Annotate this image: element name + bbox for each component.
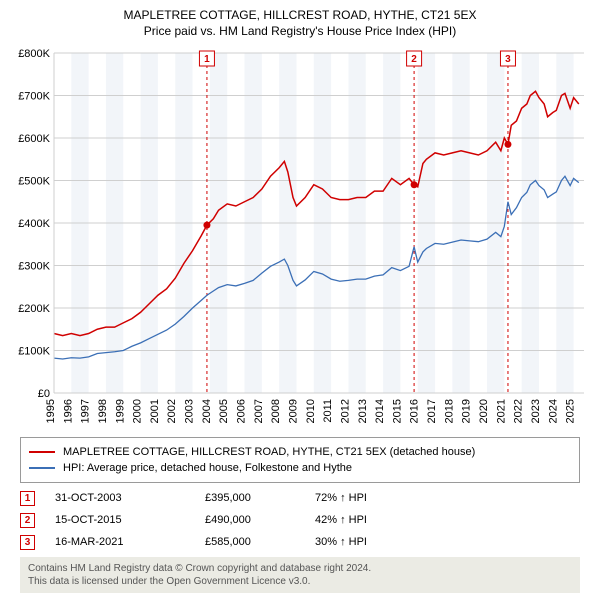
marker-date: 31-OCT-2003 <box>55 492 205 504</box>
svg-text:£600K: £600K <box>18 133 50 145</box>
svg-text:2009: 2009 <box>287 399 299 423</box>
marker-number-box: 1 <box>20 491 35 506</box>
svg-text:£400K: £400K <box>18 218 50 230</box>
svg-text:2025: 2025 <box>565 399 577 423</box>
marker-pct: 42% ↑ HPI <box>315 514 580 526</box>
chart-svg: £0 £100K £200K £300K £400K £500K £600K £700K £80… <box>10 45 590 431</box>
marker-pct: 72% ↑ HPI <box>315 492 580 504</box>
svg-text:£800K: £800K <box>18 48 50 60</box>
svg-text:£0: £0 <box>38 388 50 400</box>
legend-label: HPI: Average price, detached house, Folk… <box>63 462 352 474</box>
svg-text:2006: 2006 <box>236 399 248 423</box>
svg-text:1997: 1997 <box>80 399 92 423</box>
svg-text:2001: 2001 <box>149 399 161 423</box>
svg-text:2022: 2022 <box>513 399 525 423</box>
marker-row: 3 16-MAR-2021£585,00030% ↑ HPI <box>20 531 580 553</box>
svg-text:2012: 2012 <box>339 399 351 423</box>
attribution-footer: Contains HM Land Registry data © Crown c… <box>20 557 580 593</box>
marker-number-box: 2 <box>20 513 35 528</box>
footer-line-2: This data is licensed under the Open Gov… <box>28 575 572 588</box>
legend: MAPLETREE COTTAGE, HILLCREST ROAD, HYTHE… <box>20 437 580 483</box>
svg-text:2018: 2018 <box>443 399 455 423</box>
svg-text:1998: 1998 <box>97 399 109 423</box>
svg-text:£200K: £200K <box>18 303 50 315</box>
chart-subtitle: Price paid vs. HM Land Registry's House … <box>10 24 590 40</box>
svg-text:2005: 2005 <box>218 399 230 423</box>
svg-text:2019: 2019 <box>461 399 473 423</box>
svg-text:2000: 2000 <box>132 399 144 423</box>
svg-text:2015: 2015 <box>391 399 403 423</box>
legend-swatch <box>29 451 55 453</box>
svg-text:2020: 2020 <box>478 399 490 423</box>
svg-text:1996: 1996 <box>62 399 74 423</box>
svg-text:2008: 2008 <box>270 399 282 423</box>
legend-item: MAPLETREE COTTAGE, HILLCREST ROAD, HYTHE… <box>29 444 571 460</box>
svg-text:2017: 2017 <box>426 399 438 423</box>
svg-text:1: 1 <box>204 54 210 65</box>
chart-container: MAPLETREE COTTAGE, HILLCREST ROAD, HYTHE… <box>0 0 600 590</box>
svg-text:2014: 2014 <box>374 399 386 423</box>
legend-item: HPI: Average price, detached house, Folk… <box>29 460 571 476</box>
legend-swatch <box>29 467 55 469</box>
svg-text:£500K: £500K <box>18 176 50 188</box>
marker-date: 15-OCT-2015 <box>55 514 205 526</box>
marker-table: 1 31-OCT-2003£395,00072% ↑ HPI 2 15-OCT-201… <box>20 487 580 553</box>
svg-text:£700K: £700K <box>18 91 50 103</box>
marker-row: 2 15-OCT-2015£490,00042% ↑ HPI <box>20 509 580 531</box>
svg-text:2002: 2002 <box>166 399 178 423</box>
marker-price: £490,000 <box>205 514 315 526</box>
svg-text:2023: 2023 <box>530 399 542 423</box>
svg-text:1995: 1995 <box>45 399 57 423</box>
marker-number-box: 3 <box>20 535 35 550</box>
svg-text:2010: 2010 <box>305 399 317 423</box>
footer-line-1: Contains HM Land Registry data © Crown c… <box>28 562 572 575</box>
svg-text:2021: 2021 <box>495 399 507 423</box>
marker-price: £585,000 <box>205 536 315 548</box>
svg-text:3: 3 <box>505 54 511 65</box>
svg-text:1999: 1999 <box>114 399 126 423</box>
svg-text:2024: 2024 <box>547 399 559 423</box>
svg-text:2003: 2003 <box>184 399 196 423</box>
chart-title: MAPLETREE COTTAGE, HILLCREST ROAD, HYTHE… <box>10 8 590 24</box>
svg-text:2004: 2004 <box>201 399 213 423</box>
marker-pct: 30% ↑ HPI <box>315 536 580 548</box>
marker-row: 1 31-OCT-2003£395,00072% ↑ HPI <box>20 487 580 509</box>
svg-text:£100K: £100K <box>18 346 50 358</box>
svg-text:2007: 2007 <box>253 399 265 423</box>
svg-text:2016: 2016 <box>409 399 421 423</box>
marker-price: £395,000 <box>205 492 315 504</box>
svg-text:£300K: £300K <box>18 261 50 273</box>
chart-plot: £0 £100K £200K £300K £400K £500K £600K £700K £80… <box>10 45 590 431</box>
legend-label: MAPLETREE COTTAGE, HILLCREST ROAD, HYTHE… <box>63 446 475 458</box>
svg-text:2011: 2011 <box>322 399 334 423</box>
svg-text:2: 2 <box>411 54 417 65</box>
svg-text:2013: 2013 <box>357 399 369 423</box>
marker-date: 16-MAR-2021 <box>55 536 205 548</box>
